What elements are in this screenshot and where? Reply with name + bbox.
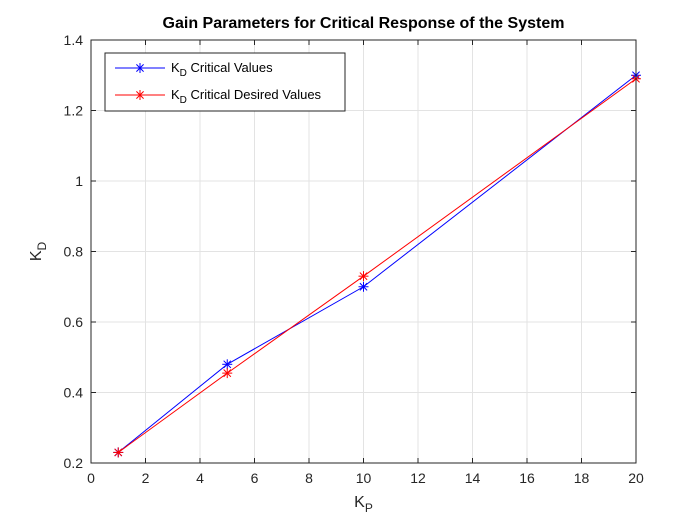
y-tick-label-1-4: 1.4 xyxy=(64,32,84,48)
x-axis-title: KP xyxy=(354,494,373,515)
x-tick-label-4: 4 xyxy=(196,470,204,486)
legend-label-rest: Critical Desired Values xyxy=(187,87,322,102)
x-axis-title-main: K xyxy=(354,494,365,511)
data-point-critical-desired-values-0 xyxy=(113,447,124,458)
data-point-critical-desired-values-2 xyxy=(358,271,369,282)
series-line-critical-values xyxy=(117,74,637,453)
y-axis-title: KD xyxy=(28,242,49,262)
legend-label-critical-desired-values: KD Critical Desired Values xyxy=(171,87,322,106)
x-tick-label-18: 18 xyxy=(574,470,590,486)
legend-asterisk-critical-values xyxy=(135,63,145,73)
legend-entry-critical-values: KD Critical Values xyxy=(115,60,273,79)
x-tick-label-20: 20 xyxy=(628,470,644,486)
legend-entry-critical-desired-values: KD Critical Desired Values xyxy=(115,87,322,106)
series-critical-desired-values xyxy=(113,73,641,458)
x-tick-label-0: 0 xyxy=(87,470,95,486)
y-axis-title-subscript: D xyxy=(35,242,49,251)
data-point-critical-values-1 xyxy=(222,359,233,370)
legend-marker-critical-values xyxy=(135,63,145,73)
y-tick-label-0-4: 0.4 xyxy=(64,385,84,401)
legend-label-main: K xyxy=(171,87,180,102)
x-tick-label-10: 10 xyxy=(356,470,372,486)
ticks xyxy=(90,39,637,464)
legend-label-subscript: D xyxy=(180,95,187,106)
y-tick-label-0-2: 0.2 xyxy=(64,455,84,471)
tick-labels: 0 2 4 6 8 10 12 14 16 18 20 0.2 0.4 0.6 0.8 1 1.2 1.4 xyxy=(64,32,644,486)
y-axis-title-main: K xyxy=(28,250,45,261)
legend-box xyxy=(104,52,346,112)
series-line-critical-desired-values xyxy=(117,78,637,453)
x-tick-label-6: 6 xyxy=(251,470,259,486)
legend-label-subscript: D xyxy=(180,68,187,79)
legend-label-main: K xyxy=(171,60,180,75)
legend-label-critical-values: KD Critical Values xyxy=(171,60,273,79)
chart-title: Gain Parameters for Critical Response of… xyxy=(163,15,565,32)
x-axis-title-subscript: P xyxy=(365,501,373,515)
y-tick-label-0-8: 0.8 xyxy=(64,244,84,260)
legend-label-rest: Critical Values xyxy=(187,60,273,75)
y-tick-label-0-6: 0.6 xyxy=(64,314,84,330)
data-point-critical-desired-values-1 xyxy=(222,368,233,379)
y-tick-label-1-2: 1.2 xyxy=(64,103,84,119)
data-point-critical-values-2 xyxy=(358,281,369,292)
x-tick-label-8: 8 xyxy=(305,470,313,486)
x-tick-label-2: 2 xyxy=(142,470,150,486)
x-tick-label-14: 14 xyxy=(465,470,481,486)
y-tick-label-1: 1 xyxy=(75,173,83,189)
legend: KD Critical Values KD Critical Desired V… xyxy=(104,52,346,112)
x-tick-label-12: 12 xyxy=(410,470,426,486)
x-tick-label-16: 16 xyxy=(519,470,535,486)
legend-marker-critical-desired-values xyxy=(135,90,145,100)
legend-asterisk-critical-desired-values xyxy=(135,90,145,100)
